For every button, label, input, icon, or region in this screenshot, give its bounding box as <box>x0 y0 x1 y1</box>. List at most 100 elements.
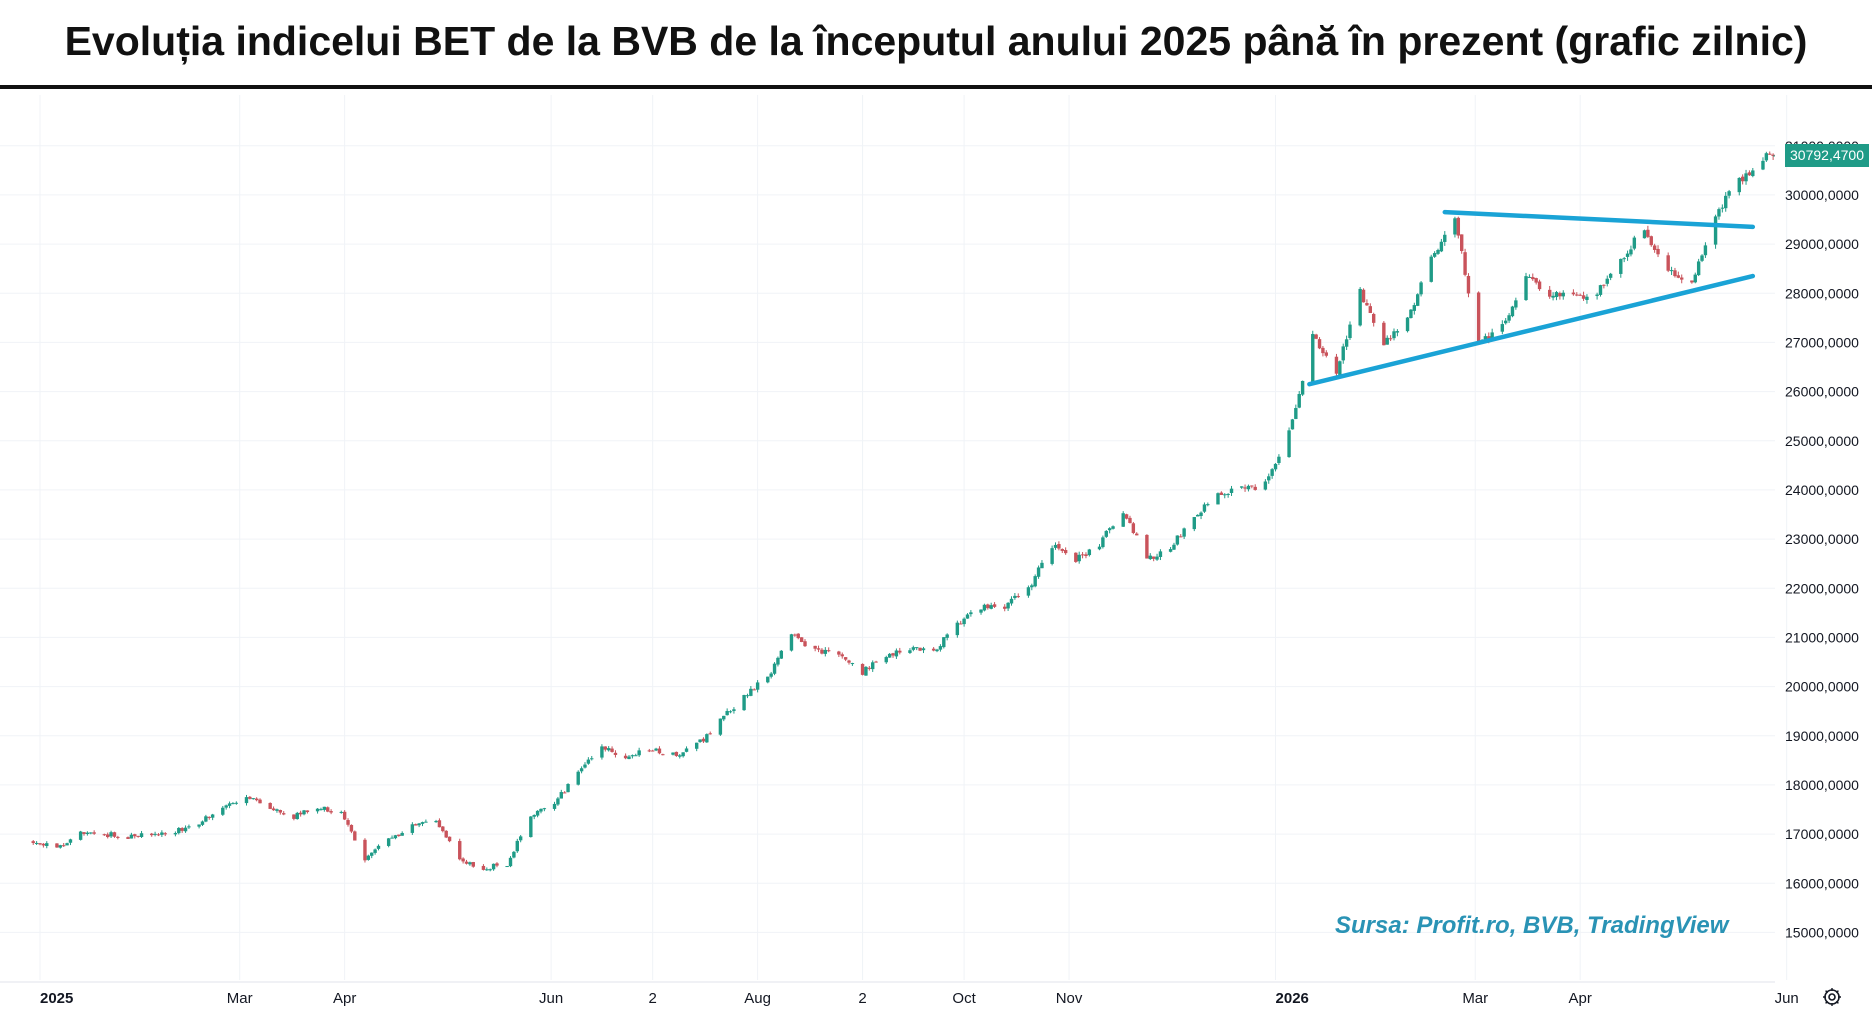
candle-body <box>1226 493 1230 495</box>
candle-body <box>955 622 960 636</box>
candle-body <box>78 831 83 840</box>
candle <box>1270 468 1274 479</box>
candle <box>776 656 780 667</box>
price-axis[interactable]: 15000,0000 16000,0000 17000,0000 18000,0000… <box>1785 138 1859 941</box>
candle-body <box>278 810 283 813</box>
candle-body <box>590 758 594 760</box>
candle-body <box>1571 292 1576 295</box>
candle-body <box>603 746 607 750</box>
y-tick-label: 16000,0000 <box>1785 875 1859 891</box>
candle-body <box>1121 513 1125 527</box>
candle <box>481 864 486 871</box>
candle <box>1239 486 1244 489</box>
candle <box>204 814 208 823</box>
candle-body <box>1267 476 1271 481</box>
candle <box>437 818 442 828</box>
candle <box>207 816 211 820</box>
bet-candlestick-chart[interactable]: 15000,0000 16000,0000 17000,0000 18000,0000… <box>0 95 1872 1013</box>
candle <box>376 844 381 851</box>
candle-body <box>163 833 167 835</box>
candle-body <box>1250 485 1254 487</box>
candle-body <box>512 851 516 858</box>
candle-body <box>1605 278 1609 284</box>
candle <box>1676 271 1681 279</box>
candle <box>1558 291 1562 300</box>
candle <box>58 844 63 849</box>
candle-body <box>1696 261 1701 276</box>
candle-body <box>1104 530 1108 537</box>
candle <box>1060 548 1064 554</box>
candle-body <box>529 816 533 838</box>
candle <box>1321 346 1325 357</box>
candle-body <box>674 751 679 756</box>
candle-body <box>1097 546 1102 550</box>
candle <box>559 789 563 799</box>
candle-body <box>1551 295 1555 298</box>
candle <box>1551 292 1555 301</box>
candle-body <box>468 862 472 865</box>
candle <box>1219 491 1224 496</box>
candle <box>468 861 472 866</box>
candle <box>1371 312 1376 327</box>
candle <box>566 783 570 793</box>
candle-body <box>390 837 394 839</box>
candle <box>366 854 371 861</box>
x-tick-label: Oct <box>952 990 976 1007</box>
x-tick-label: 2025 <box>40 990 73 1007</box>
candle-body <box>671 752 675 755</box>
candle <box>871 660 875 672</box>
candle-body <box>779 650 784 659</box>
time-axis[interactable]: 2025 Mar Apr Jun 2 Aug 2 Oct Nov 2026 Mar Apr Jun <box>0 981 1799 1007</box>
candle-body <box>133 834 137 837</box>
candle <box>65 842 69 846</box>
candle-body <box>1321 347 1325 354</box>
candle <box>1673 267 1677 278</box>
candle <box>1771 153 1775 160</box>
candle-body <box>1182 528 1186 537</box>
candle-body <box>210 814 215 818</box>
candle <box>1460 234 1464 254</box>
candle-body <box>891 653 895 656</box>
candle-body <box>1727 191 1731 196</box>
candle-body <box>776 657 780 665</box>
candle-body <box>722 715 726 720</box>
candle-body <box>366 855 371 860</box>
candle-body <box>1246 485 1251 490</box>
candle-body <box>65 843 69 846</box>
candle <box>1500 320 1505 335</box>
y-tick-label: 20000,0000 <box>1785 679 1859 695</box>
candle <box>346 818 350 827</box>
candle <box>447 836 452 843</box>
candle-body <box>1510 306 1515 317</box>
y-tick-label: 23000,0000 <box>1785 531 1859 547</box>
candle <box>150 832 154 837</box>
candle <box>1223 493 1227 499</box>
candle <box>1392 328 1396 341</box>
candle <box>210 813 215 821</box>
candle-body <box>1128 517 1132 523</box>
candle-body <box>481 865 486 870</box>
candle <box>1382 321 1386 346</box>
candle <box>590 755 594 761</box>
candle <box>156 833 161 837</box>
gear-icon[interactable] <box>1822 987 1842 1007</box>
candle-body <box>1608 273 1613 278</box>
candle <box>1713 214 1718 249</box>
candle <box>505 865 509 868</box>
candle <box>1436 248 1440 255</box>
candle-body <box>68 839 73 843</box>
candle <box>1026 585 1031 598</box>
candle <box>139 830 144 838</box>
candle-body <box>657 748 662 754</box>
candle <box>248 796 252 800</box>
candle <box>1131 521 1136 535</box>
candle-body <box>1412 305 1417 311</box>
y-tick-label: 26000,0000 <box>1785 384 1859 400</box>
candle-body <box>803 641 807 647</box>
candle-body <box>979 609 983 613</box>
y-tick-label: 24000,0000 <box>1785 482 1859 498</box>
candle <box>535 810 540 818</box>
candle <box>610 746 614 753</box>
candle-body <box>823 649 828 654</box>
candle <box>1598 284 1603 297</box>
